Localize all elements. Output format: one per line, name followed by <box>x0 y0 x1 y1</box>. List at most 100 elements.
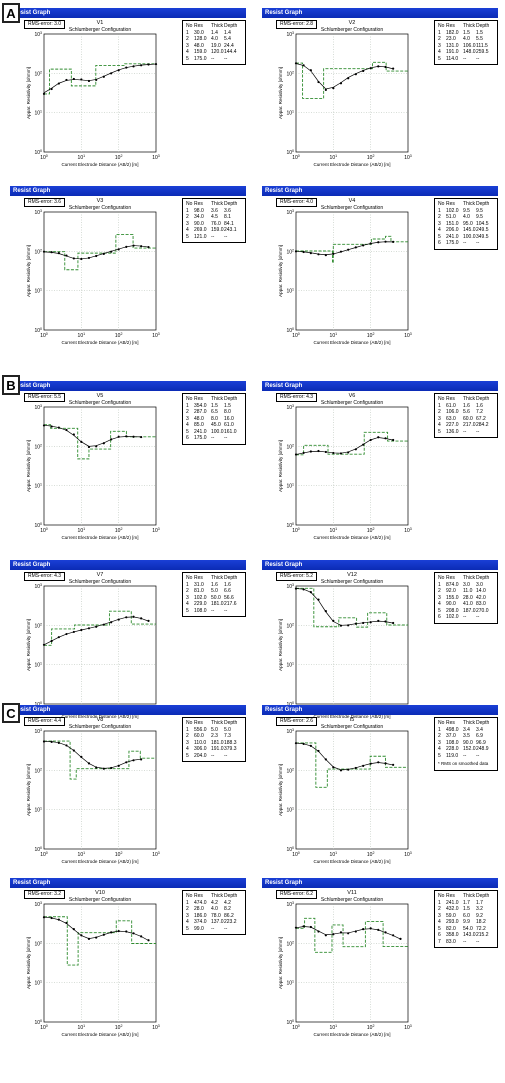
observed-point <box>324 934 327 937</box>
observed-point <box>110 250 113 253</box>
observed-point <box>377 928 380 931</box>
layer-cell: 223.2 <box>224 919 237 925</box>
y-tick-label: 101 <box>286 483 294 490</box>
layer-cell: 5.5 <box>476 36 483 42</box>
fitted-curve <box>295 588 394 626</box>
layer-cell: 3 <box>186 42 189 49</box>
x-tick-label: 100 <box>40 527 48 534</box>
observed-point <box>102 767 105 770</box>
header-cell: No <box>438 575 445 581</box>
layer-cell: 191.0 <box>211 746 224 752</box>
y-tick-label: 103 <box>34 31 42 38</box>
layer-table-header: No Res ThickDepth <box>186 575 242 582</box>
x-tick-label: 100 <box>292 527 300 534</box>
layer-cell: 175.0 <box>446 240 459 246</box>
layer-row: 6 358.0 143.0215.2 <box>438 932 494 939</box>
observed-point <box>369 927 372 930</box>
observed-point <box>50 251 53 254</box>
layer-cell: 6.5 <box>211 409 218 415</box>
x-axis-label: Current Electrode Distance (AB/2) [m] <box>313 340 390 345</box>
x-tick-label: 102 <box>115 527 123 534</box>
observed-point <box>392 67 395 70</box>
layer-row: 4 374.0 137.0223.2 <box>186 919 242 926</box>
layer-cell: 9.2 <box>476 912 483 919</box>
layer-model-line <box>296 61 408 99</box>
layer-cell: 4 <box>186 746 189 752</box>
x-tick-label: 102 <box>115 1024 123 1031</box>
window-title-bar[interactable]: Resist Graph <box>10 560 246 570</box>
window-title-bar[interactable]: Resist Graph <box>10 186 246 196</box>
header-cell: Res <box>446 201 455 207</box>
observed-point <box>324 88 327 91</box>
header-cell: Thick <box>463 720 475 726</box>
y-tick-label: 101 <box>34 288 42 295</box>
x-tick-label: 100 <box>292 851 300 858</box>
observed-point <box>324 254 327 257</box>
window-title-bar[interactable]: Resist Graph <box>10 878 246 888</box>
observed-point <box>392 763 395 766</box>
resist-graph-panel-v8: Resist Graph RMS-error: 4.4 V8 Schlumberger… <box>10 705 246 877</box>
layer-cell: 217.0 <box>463 422 476 428</box>
y-axis-label: Appar. Resistivity [ohmm] <box>26 764 31 816</box>
observed-point <box>57 82 60 85</box>
observed-point <box>354 766 357 770</box>
window-title-bar[interactable]: Resist Graph <box>10 381 246 391</box>
observed-point <box>80 934 83 937</box>
layer-cell: -- <box>211 55 215 62</box>
plot-frame <box>295 406 409 526</box>
layer-row: 5 121.0 -- -- <box>186 234 242 241</box>
x-axis-label: Current Electrode Distance (AB/2) [m] <box>313 1032 390 1037</box>
layer-table: No Res ThickDepth 1 98.0 3.6 3.6 2 34.0 4.5 8.1 3 90… <box>182 198 246 243</box>
resist-graph-panel-i5: Resist Graph RMS-error: 2.6 I5 Schlumberger… <box>262 705 498 877</box>
layer-cell: 41.0 <box>463 601 473 607</box>
layer-cell: 1.5 <box>476 29 483 36</box>
y-tick-label: 101 <box>286 288 294 295</box>
observed-point <box>362 928 365 931</box>
layer-row: 5 82.0 54.0 72.2 <box>438 926 494 933</box>
layer-cell: 30.0 <box>194 29 204 36</box>
layer-cell: 81.0 <box>194 588 204 594</box>
observed-point <box>309 450 312 453</box>
rms-error-box: RMS-error: 5.2 <box>276 572 318 581</box>
layer-cell: -- <box>224 233 228 240</box>
plot-frame <box>43 406 157 526</box>
layer-table: No Res ThickDepth 1 241.0 1.7 1.7 2 432.0 1.5 3.2 3… <box>434 890 498 948</box>
observed-point <box>87 256 91 260</box>
layer-cell: 1.5 <box>224 402 231 409</box>
window-title-bar[interactable]: Resist Graph <box>10 8 246 18</box>
layer-row: 4 229.0 181.0217.6 <box>186 601 242 608</box>
window-title-bar[interactable]: Resist Graph <box>262 186 498 196</box>
y-tick-label: 103 <box>34 901 42 908</box>
y-tick-label: 102 <box>34 443 42 450</box>
layer-cell: 159.0 <box>211 227 224 233</box>
header-cell: Res <box>446 396 455 402</box>
observed-point <box>147 246 150 249</box>
layer-cell: 4 <box>438 746 441 752</box>
layer-cell: 3 <box>438 912 441 919</box>
observed-point <box>324 450 327 454</box>
resist-graph-panel-v1: Resist Graph RMS-error: 3.0 V1 Schlumberger… <box>10 8 246 180</box>
layer-cell: 98.0 <box>194 207 204 214</box>
layer-row: 3 59.0 6.0 9.2 <box>438 913 494 920</box>
observed-point <box>332 451 335 455</box>
window-title-bar[interactable]: Resist Graph <box>10 705 246 715</box>
layer-row: 5 99.0 -- -- <box>186 926 242 933</box>
window-title-bar[interactable]: Resist Graph <box>262 381 498 391</box>
observed-point <box>110 438 113 441</box>
observed-point <box>384 65 387 69</box>
layer-cell: 1 <box>438 726 441 733</box>
y-axis-label: Appar. Resistivity [ohmm] <box>26 937 31 989</box>
observed-point <box>302 925 305 928</box>
window-title-bar[interactable]: Resist Graph <box>262 8 498 18</box>
observed-point <box>309 252 312 255</box>
window-title-bar[interactable]: Resist Graph <box>262 560 498 570</box>
layer-cell: 1 <box>438 207 441 214</box>
observed-point <box>50 740 53 743</box>
window-title-bar[interactable]: Resist Graph <box>262 705 498 715</box>
window-title-bar[interactable]: Resist Graph <box>262 878 498 888</box>
observed-point <box>95 445 98 448</box>
layer-row: 2 51.0 4.0 9.5 <box>438 214 494 221</box>
